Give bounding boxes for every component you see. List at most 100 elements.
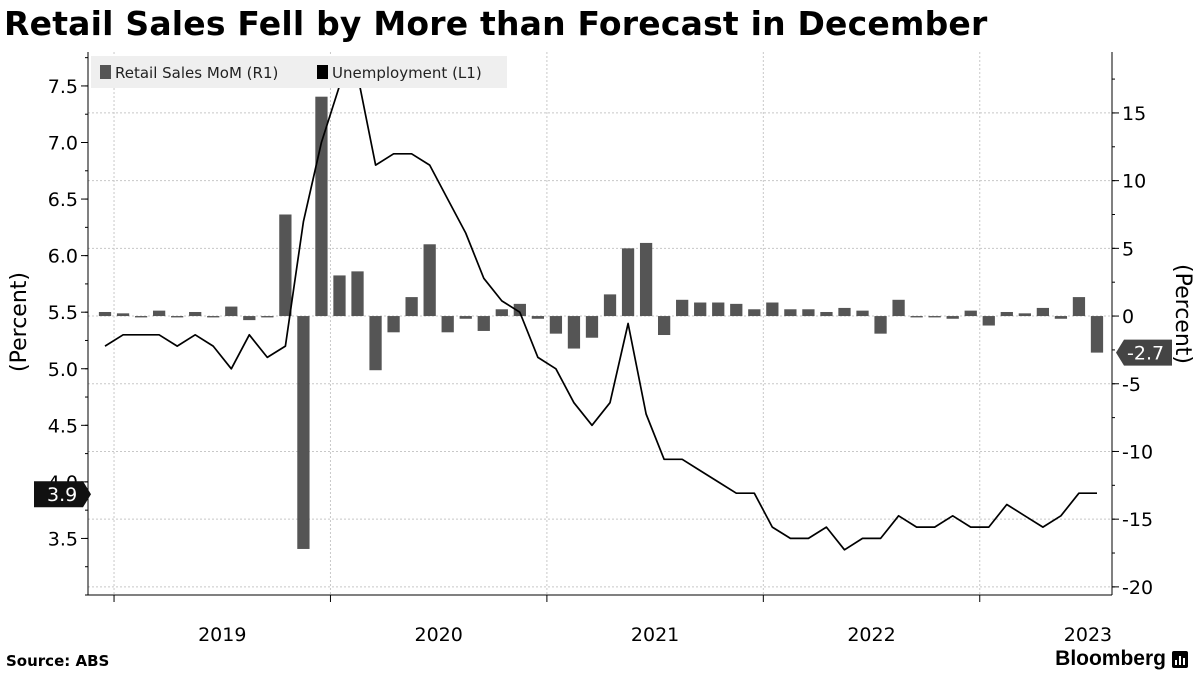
bar <box>459 316 472 319</box>
right-tick-label: -15 <box>1122 509 1153 531</box>
bar <box>189 311 202 317</box>
left-tick-label: 5.0 <box>48 359 78 381</box>
right-tick-label: 10 <box>1122 171 1146 193</box>
legend-label-retail: Retail Sales MoM (R1) <box>115 64 278 82</box>
x-tick-label: 2020 <box>414 624 462 646</box>
bar <box>477 316 490 331</box>
bar <box>134 316 148 318</box>
bar <box>1018 313 1031 317</box>
bar <box>315 96 328 317</box>
bar <box>820 311 833 317</box>
bar <box>982 316 995 326</box>
bar <box>946 316 959 319</box>
brand-logo: Bloomberg <box>1055 647 1188 671</box>
brand-name: Bloomberg <box>1055 647 1166 670</box>
bar <box>333 275 346 317</box>
bar <box>1000 311 1013 317</box>
value-callouts: 3.9 -2.7 <box>34 339 1172 508</box>
bar <box>603 294 617 317</box>
legend-background <box>91 56 507 88</box>
right-tick-label: -10 <box>1122 441 1153 463</box>
unemployment-line <box>104 73 1097 551</box>
legend: Retail Sales MoM (R1) Unemployment (L1) <box>91 56 507 88</box>
bar <box>513 303 526 317</box>
bar <box>152 310 166 317</box>
left-tick-label: 3.5 <box>48 528 78 550</box>
bar <box>585 316 599 338</box>
left-tick-label: 4.5 <box>48 415 78 437</box>
bar <box>1090 316 1104 353</box>
bloomberg-terminal-icon <box>1172 650 1188 668</box>
bar <box>712 302 725 317</box>
bar <box>405 297 418 317</box>
legend-line-swatch <box>317 65 328 79</box>
bar <box>243 316 256 321</box>
bar <box>531 316 545 319</box>
bar <box>802 309 815 317</box>
source-note: Source: ABS <box>6 652 110 670</box>
legend-bar-swatch <box>100 65 111 79</box>
bar <box>225 306 238 317</box>
chart-title: Retail Sales Fell by More than Forecast … <box>4 4 988 43</box>
right-tick-label: 15 <box>1122 103 1146 125</box>
bar <box>676 299 689 317</box>
left-axis-title: (Percent) <box>7 272 32 372</box>
bar <box>784 309 797 317</box>
right-value-callout-text: -2.7 <box>1127 343 1164 365</box>
bar <box>694 302 707 317</box>
bar <box>964 310 977 317</box>
left-tick-label: 5.5 <box>48 302 78 324</box>
right-tick-label: 5 <box>1122 238 1134 260</box>
bar <box>748 309 761 317</box>
bar <box>351 271 364 317</box>
left-tick-label: 6.5 <box>48 189 78 211</box>
x-tick-label: 2022 <box>847 624 895 646</box>
left-tick-label: 7.0 <box>48 133 78 155</box>
bar <box>567 316 581 349</box>
bar <box>297 316 310 549</box>
bar <box>441 316 454 333</box>
bar <box>387 316 400 333</box>
bar <box>639 242 653 317</box>
grid-lines <box>88 52 1112 595</box>
bar <box>874 316 887 334</box>
bar <box>892 299 905 317</box>
left-tick-label: 7.5 <box>48 76 78 98</box>
unemployment-series-line <box>104 73 1097 551</box>
x-tick-label: 2023 <box>1064 624 1112 646</box>
bar <box>116 313 130 317</box>
bar <box>838 307 851 317</box>
right-tick-label: -20 <box>1122 577 1153 599</box>
bar <box>549 316 563 334</box>
right-tick-label: -5 <box>1122 374 1141 396</box>
bar <box>928 316 941 318</box>
bar <box>261 316 274 318</box>
bar <box>1054 316 1068 319</box>
bar <box>766 302 779 317</box>
legend-label-unemployment: Unemployment (L1) <box>332 64 482 82</box>
bar <box>423 244 436 317</box>
retail-sales-bars <box>98 96 1104 549</box>
left-tick-label: 6.0 <box>48 246 78 268</box>
bar <box>495 309 508 317</box>
bar <box>856 310 869 317</box>
bar <box>171 316 184 318</box>
bar <box>207 316 220 318</box>
x-tick-label: 2019 <box>198 624 246 646</box>
x-tick-label: 2021 <box>631 624 679 646</box>
right-value-callout-box <box>1116 339 1172 366</box>
bar <box>1072 297 1086 317</box>
bar <box>621 248 635 317</box>
left-value-callout-text: 3.9 <box>47 484 77 506</box>
bar <box>730 303 743 317</box>
bar <box>1036 307 1050 317</box>
axes: 201920202021202220233.54.04.55.05.56.06.… <box>7 52 1195 646</box>
bar <box>98 311 112 317</box>
right-tick-label: 0 <box>1122 306 1134 328</box>
bar <box>657 316 671 336</box>
right-axis-title: (Percent) <box>1170 264 1195 364</box>
bar <box>910 316 923 318</box>
bar <box>279 214 292 317</box>
left-value-callout-box <box>34 481 91 508</box>
